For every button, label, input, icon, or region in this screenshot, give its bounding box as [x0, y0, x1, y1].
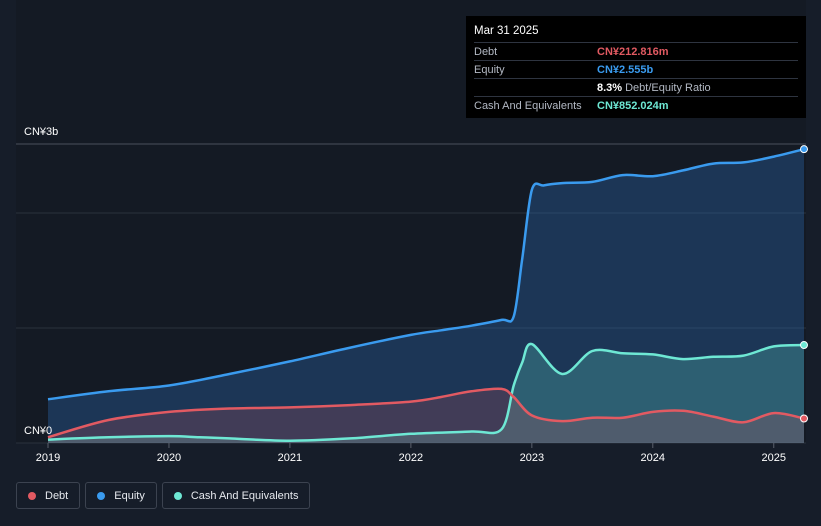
tooltip-row-debt: Debt CN¥212.816m [474, 42, 798, 60]
tooltip: Mar 31 2025 Debt CN¥212.816m Equity CN¥2… [466, 16, 806, 118]
x-tick-label: 2023 [520, 452, 544, 464]
x-tick-label: 2019 [36, 452, 60, 464]
line-equity [47, 147, 805, 401]
x-tick-label: 2022 [399, 452, 423, 464]
tooltip-value-ratio: 8.3% [597, 81, 623, 94]
legend-item-cash[interactable]: Cash And Equivalents [161, 482, 311, 509]
legend-label-debt: Debt [45, 489, 69, 502]
x-tick-label: 2020 [157, 452, 181, 464]
area-debt [48, 388, 804, 443]
legend-label-equity: Equity [114, 489, 145, 502]
tooltip-value-cash: CN¥852.024m [597, 99, 669, 112]
tooltip-value-equity: CN¥2.555b [597, 63, 654, 76]
x-tick-label: 2021 [278, 452, 302, 464]
x-axis-ticks: 2019 2020 2021 2022 2023 2024 2025 [36, 443, 786, 464]
endpoint-equity [800, 145, 808, 154]
endpoint-cash-and-equivalents [800, 341, 808, 350]
endpoint-debt [800, 414, 808, 423]
gridlines [16, 143, 806, 444]
tooltip-row-equity: Equity CN¥2.555b [474, 60, 798, 78]
series-endpoints [800, 145, 808, 423]
tooltip-label: Equity [474, 63, 505, 76]
y-axis-top-label: CN¥3b [24, 126, 58, 138]
legend-label-cash: Cash And Equivalents [190, 489, 299, 502]
tooltip-row-ratio: 8.3% Debt/Equity Ratio [474, 78, 798, 96]
legend-item-debt[interactable]: Debt [16, 482, 81, 509]
tooltip-label: Debt [474, 45, 498, 58]
series-lines [47, 147, 805, 442]
tooltip-date: Mar 31 2025 [474, 25, 539, 37]
x-tick-label: 2024 [641, 452, 665, 464]
line-cash-and-equivalents [47, 342, 805, 442]
tooltip-label: Cash And Equivalents [474, 99, 582, 112]
legend-item-equity[interactable]: Equity [85, 482, 157, 509]
x-tick-label: 2025 [762, 452, 786, 464]
tooltip-ratio-label: Debt/Equity Ratio [625, 81, 711, 94]
tooltip-row-cash: Cash And Equivalents CN¥852.024m [474, 96, 798, 114]
legend: Debt Equity Cash And Equivalents [16, 482, 311, 509]
y-axis-bottom-label: CN¥0 [24, 425, 52, 437]
tooltip-value-debt: CN¥212.816m [597, 45, 669, 58]
area-equity [48, 149, 804, 443]
legend-dot-debt-icon [28, 491, 36, 500]
line-debt [47, 387, 805, 439]
legend-dot-cash-icon [173, 491, 182, 500]
legend-dot-equity-icon [97, 491, 106, 500]
